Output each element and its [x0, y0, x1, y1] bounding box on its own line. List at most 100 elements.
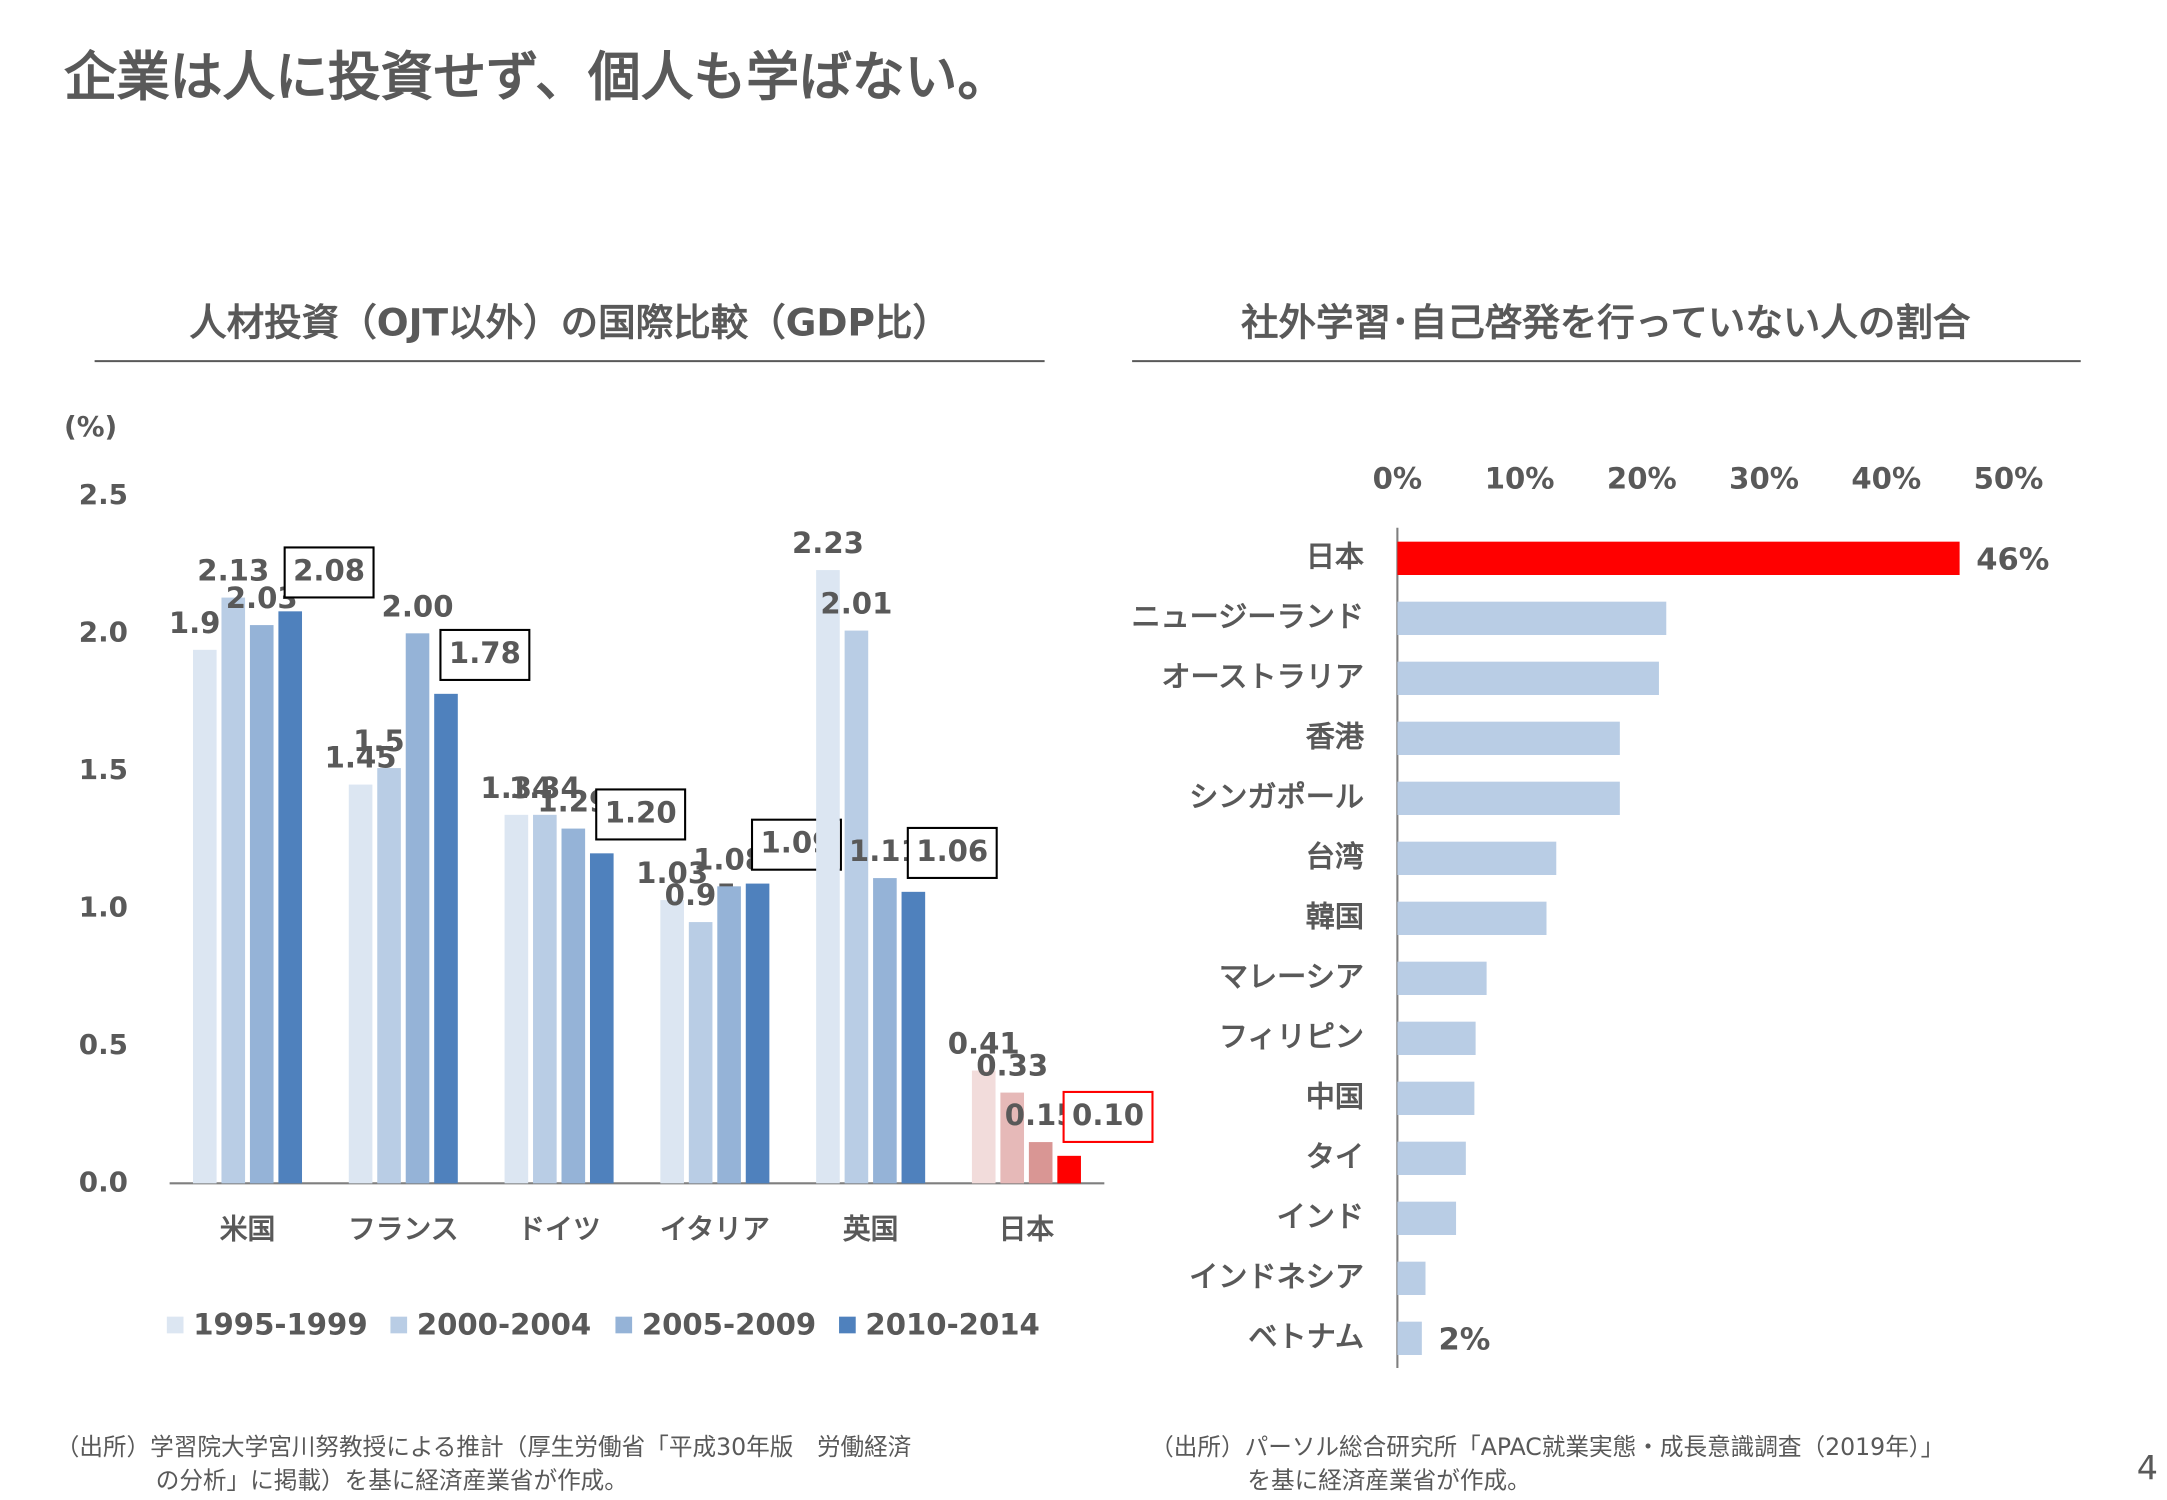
x-tick-label: ドイツ	[517, 1213, 600, 1246]
y-tick-label: フィリピン	[1219, 1019, 1364, 1053]
bar	[1397, 661, 1659, 695]
legend-swatch	[166, 1316, 184, 1334]
page-title: 企業は人に投資せず、個人も学ばない。	[64, 47, 1010, 108]
y-tick-label: インド	[1277, 1199, 1364, 1233]
x-tick-label: 30%	[1729, 462, 1799, 496]
source: の分析」に掲載）を基に経済産業省が作成。	[156, 1466, 628, 1494]
bar	[1397, 1081, 1475, 1115]
chart-title: 社外学習･自己啓発を行っていない人の割合	[1241, 301, 1971, 345]
bar	[1397, 1201, 1457, 1235]
data-label: 2.13	[197, 554, 269, 588]
x-tick-label: イタリア	[660, 1213, 770, 1246]
source: を基に経済産業省が作成。	[1247, 1466, 1530, 1494]
y-tick-label: 0.0	[79, 1165, 128, 1198]
bar	[1397, 721, 1620, 755]
bar	[1397, 1141, 1466, 1175]
bar	[377, 768, 401, 1184]
label-box	[439, 628, 531, 681]
y-tick-label: 台湾	[1306, 839, 1364, 873]
y-tick-label: 日本	[1306, 539, 1364, 573]
bar	[434, 693, 458, 1184]
x-tick-label: 0%	[1373, 462, 1423, 496]
legend-swatch	[615, 1316, 633, 1334]
source: （出所）学習院大学宮川努教授による推計（厚生労働省「平成30年版 労働経済	[56, 1433, 912, 1461]
bar	[660, 900, 684, 1184]
x-tick-label: フランス	[348, 1213, 459, 1246]
y-tick-label: 2.5	[79, 478, 128, 511]
bar	[1000, 1092, 1025, 1184]
data-label: 0.10	[1072, 1098, 1144, 1132]
data-label: 1.03	[636, 856, 708, 890]
bar	[1057, 1155, 1081, 1184]
y-tick-label: ベトナム	[1248, 1319, 1364, 1353]
bar	[717, 886, 741, 1184]
y-tick-label: ニュージーランド	[1131, 599, 1364, 633]
legend-swatch	[390, 1316, 408, 1334]
data-label: 1.34	[509, 771, 581, 805]
data-label: 1.78	[449, 636, 521, 670]
legend-swatch	[839, 1316, 856, 1334]
y-tick-label: マレーシア	[1219, 959, 1364, 993]
bar	[1397, 601, 1667, 635]
bar	[1028, 1142, 1053, 1184]
bar	[873, 878, 897, 1184]
bar	[348, 784, 373, 1184]
data-label: 1.20	[605, 795, 677, 829]
data-label: 2%	[1439, 1323, 1491, 1358]
y-tick-label: 韓国	[1306, 899, 1364, 933]
y-tick-label: 0.5	[79, 1028, 128, 1061]
data-label: 46%	[1976, 543, 2049, 578]
label-box	[595, 788, 687, 841]
bar	[971, 1070, 996, 1184]
x-tick-label: 20%	[1607, 462, 1677, 496]
data-label: 1.34	[480, 771, 552, 805]
bar	[278, 611, 303, 1184]
bar	[533, 814, 557, 1184]
data-label: 0.41	[948, 1027, 1020, 1061]
chart-title: 人材投資（OJT以外）の国際比較（GDP比）	[189, 301, 950, 345]
bar	[405, 633, 430, 1184]
y-tick-label: タイ	[1306, 1139, 1364, 1173]
bar	[816, 570, 840, 1184]
data-label: 1.06	[916, 834, 988, 868]
bar	[1397, 961, 1487, 996]
data-label: 0.33	[976, 1049, 1048, 1083]
x-tick-label: 40%	[1851, 462, 1921, 496]
legend-label: 1995-1999	[193, 1307, 367, 1341]
x-tick-label: 米国	[220, 1213, 276, 1246]
x-tick-label: 英国	[843, 1213, 899, 1246]
y-tick-label: オーストラリア	[1161, 659, 1364, 693]
bar	[1397, 901, 1547, 935]
bar	[1397, 781, 1620, 815]
page-number: 4	[2137, 1448, 2158, 1487]
y-tick-label: インドネシア	[1189, 1259, 1364, 1293]
bar	[1397, 541, 1960, 575]
data-label: 2.00	[382, 589, 454, 623]
label-box	[283, 546, 375, 599]
bar	[504, 814, 529, 1184]
y-tick-label: 1.0	[79, 890, 128, 923]
legend-label: 2005-2009	[642, 1307, 816, 1341]
bar	[1397, 1021, 1476, 1055]
data-label: 2.08	[293, 553, 365, 587]
y-tick-label: 中国	[1306, 1079, 1364, 1113]
bar	[1397, 841, 1557, 875]
y-tick-label: 2.0	[79, 615, 128, 648]
x-tick-label: 10%	[1485, 462, 1555, 496]
x-tick-label: 50%	[1974, 462, 2044, 496]
bar	[844, 630, 869, 1184]
legend-label: 2000-2004	[417, 1307, 591, 1341]
bar	[1397, 1321, 1422, 1355]
bar	[1397, 1261, 1426, 1295]
bar	[901, 891, 926, 1184]
bar	[249, 625, 274, 1184]
y-tick-label: 香港	[1306, 719, 1365, 753]
label-box	[1062, 1090, 1154, 1143]
x-tick-label: 日本	[999, 1213, 1055, 1246]
label-box	[906, 826, 998, 879]
bar	[589, 853, 614, 1184]
bar	[745, 883, 770, 1184]
bar	[688, 922, 713, 1184]
y-tick-label: シンガポール	[1189, 779, 1364, 813]
